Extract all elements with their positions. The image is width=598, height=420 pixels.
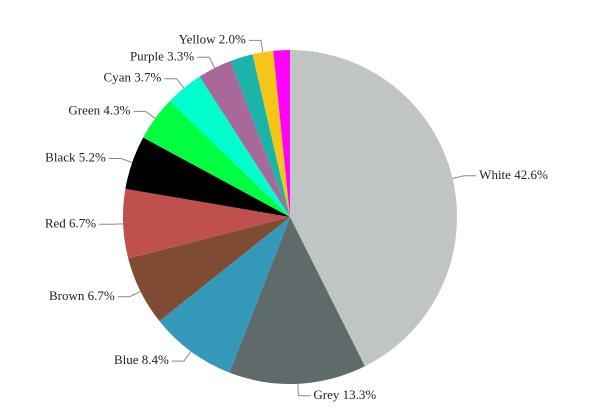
slice-label: Cyan 3.7% — [104, 70, 162, 85]
slice-label: Yellow 2.0% — [179, 31, 246, 46]
slice-name: Grey — [313, 387, 339, 402]
leader-line — [108, 157, 133, 163]
slice-name: Cyan — [104, 70, 132, 85]
slice-label: Blue 8.4% — [114, 352, 169, 367]
pie-slice — [229, 217, 365, 385]
slice-name: Black — [45, 149, 76, 164]
slice-name: White — [479, 167, 511, 182]
pie-slice — [122, 188, 290, 259]
leader-line — [452, 175, 477, 180]
slice-value: 13.3% — [343, 387, 377, 402]
pie-slice — [125, 137, 290, 217]
slice-label: Brown 6.7% — [49, 288, 115, 303]
slice-name: Red — [45, 215, 66, 230]
pie-slice — [199, 60, 290, 217]
leader-line — [297, 383, 311, 397]
slice-label: Black 5.2% — [45, 149, 106, 164]
leader-line — [164, 78, 185, 89]
slice-name: Yellow — [179, 31, 217, 46]
slice-value: 8.4% — [142, 352, 169, 367]
pie-slice — [159, 217, 290, 373]
slice-value: 6.7% — [69, 215, 96, 230]
slice-label: Purple 3.3% — [130, 48, 194, 63]
slice-value: 42.6% — [514, 167, 548, 182]
pie-slice — [230, 54, 290, 217]
pie-slice — [128, 217, 290, 322]
pie-slice — [290, 50, 458, 367]
pie-slice — [273, 50, 290, 217]
slice-value: 3.3% — [167, 48, 194, 63]
slice-label: White 42.6% — [479, 167, 548, 182]
slice-value: 6.7% — [88, 288, 115, 303]
slice-value: 4.3% — [103, 102, 130, 117]
slice-value: 3.7% — [134, 70, 161, 85]
slice-name: Brown — [49, 288, 85, 303]
slice-label: Grey 13.3% — [313, 387, 376, 402]
pie-slice — [143, 101, 290, 217]
pie-slice — [252, 50, 290, 217]
leader-line — [248, 39, 264, 53]
slice-name: Green — [68, 102, 100, 117]
pie-slice — [169, 76, 290, 217]
slice-name: Blue — [114, 352, 139, 367]
slice-label: Red 6.7% — [45, 215, 96, 230]
slice-value: 2.0% — [219, 31, 246, 46]
slice-value: 5.2% — [79, 149, 106, 164]
leader-line — [171, 351, 192, 362]
slice-label: Green 4.3% — [68, 102, 130, 117]
leader-line — [197, 56, 216, 69]
slice-name: Purple — [130, 48, 164, 63]
leader-line — [133, 110, 156, 119]
leader-line — [117, 290, 141, 298]
